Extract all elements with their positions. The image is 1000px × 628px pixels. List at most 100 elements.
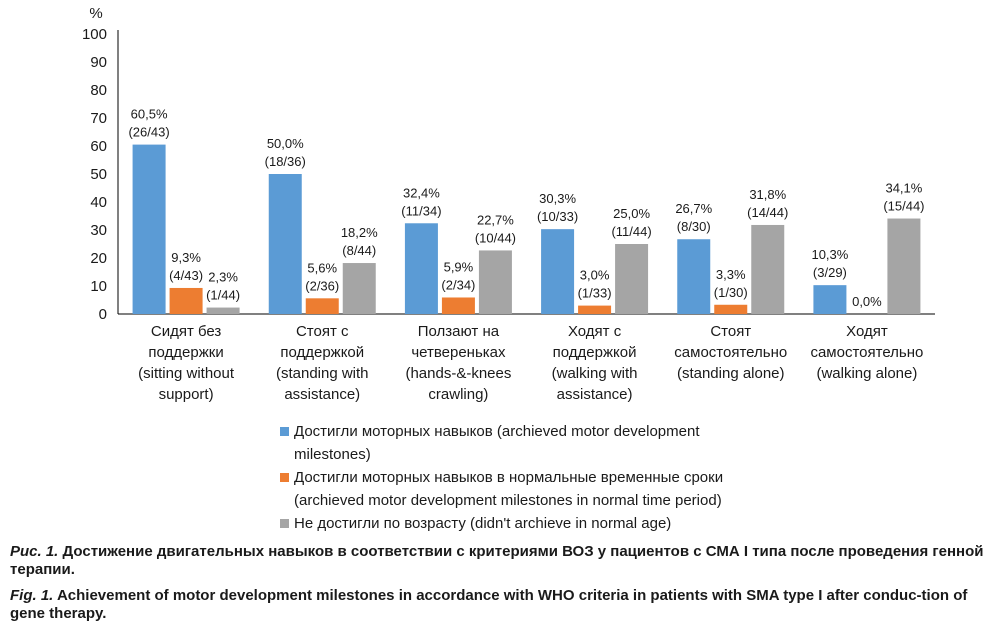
y-tick-label: 80 (90, 82, 107, 99)
x-category-label: (sitting without (138, 365, 235, 382)
x-category-label: (walking alone) (816, 365, 917, 382)
x-category-label: поддержкой (553, 344, 637, 361)
x-category-label: (walking with (552, 365, 638, 382)
data-label: 50,0% (267, 136, 304, 151)
data-label: 3,3% (716, 267, 746, 282)
data-label: (1/30) (714, 285, 748, 300)
legend-item-normal-time: Достигли моторных навыков в нормальные в… (280, 466, 840, 512)
y-tick-label: 50 (90, 166, 107, 183)
y-tick-label: 10 (90, 278, 107, 295)
y-tick-label: 70 (90, 110, 107, 127)
x-category-label: Ползают на (418, 323, 500, 340)
data-label: 0,0% (852, 294, 882, 309)
x-category-label: поддержкой (280, 344, 364, 361)
data-label: 30,3% (539, 191, 576, 206)
data-label: 32,4% (403, 185, 440, 200)
data-label: (10/44) (475, 230, 516, 245)
figure-caption-ru: Рис. 1. Достижение двигательных навыков … (10, 543, 992, 579)
x-category-label: Стоят (710, 323, 751, 340)
x-category-label: четвереньках (411, 344, 506, 361)
data-label: 60,5% (131, 107, 168, 122)
x-category-label: Ходят с (568, 323, 622, 340)
bar-s3-c5 (751, 224, 785, 314)
x-category-label: assistance) (557, 386, 633, 403)
x-category-label: support) (159, 386, 214, 403)
x-category-label: самостоятельно (810, 344, 923, 361)
y-tick-label: 0 (99, 306, 107, 323)
data-label: (3/29) (813, 265, 847, 280)
caption-ru-text: Достижение двигательных навыков в соотве… (10, 543, 984, 578)
legend-item-not-achieved: Не достигли по возрасту (didn't archieve… (280, 512, 840, 535)
x-category-label: Стоят с (296, 323, 349, 340)
data-label: (2/36) (305, 278, 339, 293)
legend-label-not-achieved: Не достигли по возрасту (didn't archieve… (294, 515, 672, 532)
data-label: (8/30) (677, 219, 711, 234)
data-label: 3,0% (580, 268, 610, 283)
data-label: (1/44) (206, 288, 240, 303)
data-label: 5,6% (307, 260, 337, 275)
data-label: (15/44) (883, 199, 924, 214)
bar-s3-c6 (887, 218, 921, 314)
bar-s3-c2 (342, 263, 376, 314)
data-label: 22,7% (477, 212, 514, 227)
legend-label-achieved-line1: Достигли моторных навыков (archieved mot… (294, 423, 700, 440)
bar-s2-c3 (441, 297, 475, 314)
y-tick-label: 60 (90, 138, 107, 155)
data-label: (10/33) (537, 209, 578, 224)
y-tick-label: 40 (90, 194, 107, 211)
y-axis-unit-label: % (89, 5, 102, 22)
data-label: (4/43) (169, 268, 203, 283)
x-category-label: самостоятельно (674, 344, 787, 361)
data-label: 5,9% (444, 259, 474, 274)
legend-swatch-orange (280, 473, 289, 482)
legend-item-achieved: Достигли моторных навыков (archieved mot… (280, 420, 840, 466)
bar-s2-c2 (305, 298, 339, 314)
bar-chart: 0 10 20 30 40 50 60 70 80 90 100% 60,5% (26/43) 50,0%… (82, 5, 935, 403)
x-category-label: Ходят (846, 323, 888, 340)
legend-swatch-blue (280, 427, 289, 436)
data-label: (18/36) (265, 154, 306, 169)
y-tick-label: 30 (90, 222, 107, 239)
data-label: 2,3% (208, 270, 238, 285)
data-label: 26,7% (675, 201, 712, 216)
bar-s2-c4 (578, 305, 612, 314)
data-label: 25,0% (613, 206, 650, 221)
bar-s1-c6 (813, 285, 847, 314)
bar-s3-c1 (206, 307, 240, 314)
bar-s3-c4 (615, 244, 649, 314)
data-label: (2/34) (441, 277, 475, 292)
caption-ru-prefix: Рис. 1. (10, 543, 59, 560)
x-category-label: crawling) (428, 386, 488, 403)
bar-s3-c3 (478, 250, 512, 314)
y-tick-label: 100 (82, 26, 107, 43)
data-label: (1/33) (578, 286, 612, 301)
x-category-label: (standing with (276, 365, 369, 382)
data-label: 31,8% (749, 187, 786, 202)
bar-s1-c2 (268, 174, 302, 314)
bar-s1-c4 (541, 229, 575, 314)
legend-label-normal-time-line2: (archieved motor development milestones … (294, 492, 722, 509)
data-label: (14/44) (747, 205, 788, 220)
x-category-label: Сидят без (151, 323, 222, 340)
y-tick-label: 90 (90, 54, 107, 71)
bar-s2-c1 (169, 287, 203, 314)
legend-label-achieved-line2: milestones) (294, 446, 371, 463)
figure-caption-en: Fig. 1. Achievement of motor development… (10, 587, 992, 623)
x-category-label: (standing alone) (677, 365, 785, 382)
legend-label-normal-time-line1: Достигли моторных навыков в нормальные в… (294, 469, 724, 486)
data-label: 9,3% (171, 250, 201, 265)
legend: Достигли моторных навыков (archieved mot… (280, 420, 840, 535)
data-label: (26/43) (128, 125, 169, 140)
data-label: (8/44) (342, 243, 376, 258)
data-label: (11/34) (401, 203, 441, 218)
x-category-label: assistance) (284, 386, 360, 403)
data-label: 18,2% (341, 225, 378, 240)
data-label: 10,3% (811, 247, 848, 262)
caption-en-text: Achievement of motor development milesto… (10, 587, 968, 622)
caption-en-prefix: Fig. 1. (10, 587, 54, 604)
data-label: 34,1% (885, 181, 922, 196)
data-label: (11/44) (611, 224, 651, 239)
bar-s1-c3 (404, 223, 438, 314)
y-tick-label: 20 (90, 250, 107, 267)
bar-s1-c5 (677, 239, 711, 314)
